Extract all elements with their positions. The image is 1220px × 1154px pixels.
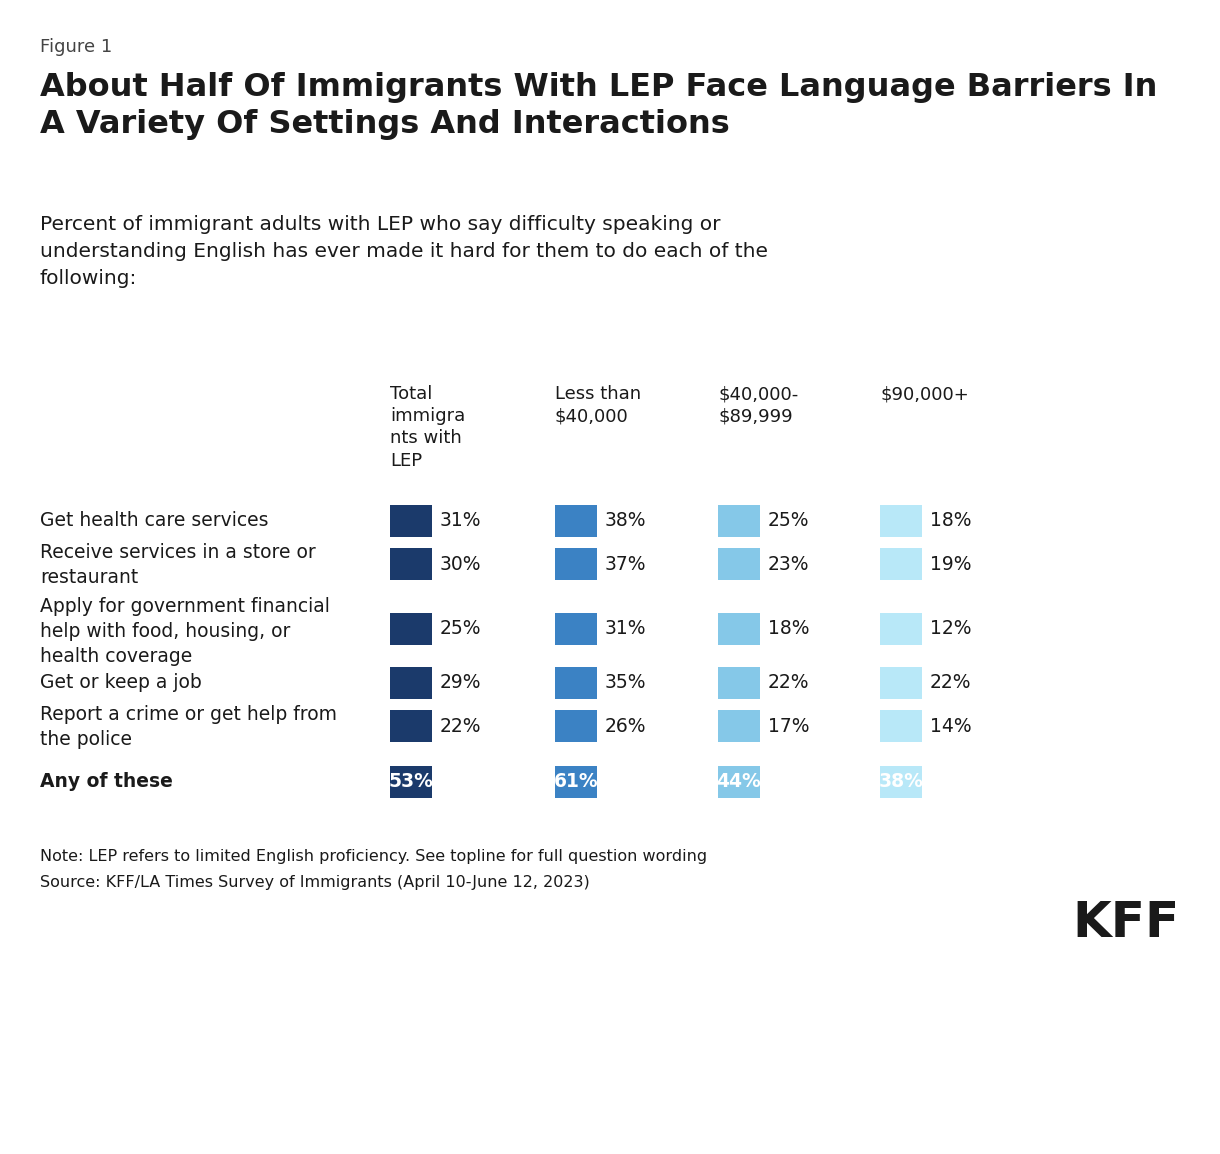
Text: 18%: 18%: [769, 619, 810, 638]
Text: 22%: 22%: [440, 717, 482, 735]
Text: KFF: KFF: [1072, 899, 1180, 947]
Text: Report a crime or get help from
the police: Report a crime or get help from the poli…: [40, 705, 337, 749]
Text: Apply for government financial
help with food, housing, or
health coverage: Apply for government financial help with…: [40, 597, 329, 666]
Text: 38%: 38%: [878, 772, 924, 790]
Text: Source: KFF/LA Times Survey of Immigrants (April 10-June 12, 2023): Source: KFF/LA Times Survey of Immigrant…: [40, 875, 589, 890]
Text: Percent of immigrant adults with LEP who say difficulty speaking or
understandin: Percent of immigrant adults with LEP who…: [40, 215, 769, 288]
Text: 31%: 31%: [605, 619, 647, 638]
Text: 37%: 37%: [605, 555, 647, 574]
Text: 44%: 44%: [716, 772, 761, 790]
Text: About Half Of Immigrants With LEP Face Language Barriers In
A Variety Of Setting: About Half Of Immigrants With LEP Face L…: [40, 72, 1158, 140]
Text: 19%: 19%: [930, 555, 971, 574]
Text: 18%: 18%: [930, 511, 971, 530]
Text: 25%: 25%: [440, 619, 482, 638]
Text: 29%: 29%: [440, 673, 482, 692]
Text: 22%: 22%: [930, 673, 971, 692]
Text: 30%: 30%: [440, 555, 482, 574]
Text: Receive services in a store or
restaurant: Receive services in a store or restauran…: [40, 544, 316, 587]
Text: 26%: 26%: [605, 717, 647, 735]
Text: 38%: 38%: [605, 511, 647, 530]
Text: Note: LEP refers to limited English proficiency. See topline for full question w: Note: LEP refers to limited English prof…: [40, 849, 708, 864]
Text: 22%: 22%: [769, 673, 810, 692]
Text: 17%: 17%: [769, 717, 810, 735]
Text: Get or keep a job: Get or keep a job: [40, 673, 201, 692]
Text: 35%: 35%: [605, 673, 647, 692]
Text: 31%: 31%: [440, 511, 482, 530]
Text: Get health care services: Get health care services: [40, 511, 268, 530]
Text: 12%: 12%: [930, 619, 971, 638]
Text: 61%: 61%: [554, 772, 598, 790]
Text: Less than
$40,000: Less than $40,000: [555, 385, 642, 425]
Text: Figure 1: Figure 1: [40, 38, 112, 57]
Text: Any of these: Any of these: [40, 772, 173, 790]
Text: $90,000+: $90,000+: [880, 385, 969, 403]
Text: 14%: 14%: [930, 717, 971, 735]
Text: 25%: 25%: [769, 511, 810, 530]
Text: 53%: 53%: [388, 772, 433, 790]
Text: 23%: 23%: [769, 555, 810, 574]
Text: Total
immigra
nts with
LEP: Total immigra nts with LEP: [390, 385, 465, 470]
Text: $40,000-
$89,999: $40,000- $89,999: [719, 385, 798, 425]
